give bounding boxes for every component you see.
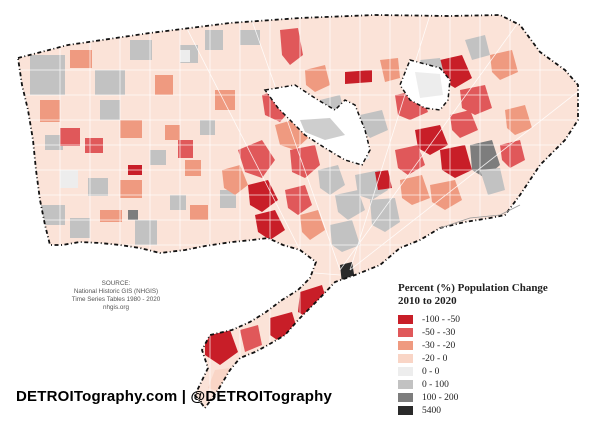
tract: [85, 138, 103, 153]
legend-item: 0 - 0: [398, 365, 588, 378]
tract: [370, 198, 400, 232]
map-legend: Percent (%) Population Change 2010 to 20…: [398, 282, 588, 417]
legend-swatch: [398, 328, 413, 337]
tract: [222, 165, 248, 195]
tract: [165, 125, 180, 140]
tract: [208, 368, 230, 392]
source-note: SOURCE: National Historic GIS (NHGIS) Ti…: [68, 280, 164, 312]
tract: [185, 160, 201, 176]
tract: [360, 110, 388, 138]
legend-label: -30 - -20: [422, 340, 456, 351]
tract: [305, 65, 330, 92]
tract: [135, 220, 157, 245]
tract: [180, 50, 190, 62]
legend-item: -100 - -50: [398, 313, 588, 326]
legend-item: 5400: [398, 404, 588, 417]
enclave-interior-tracts: [300, 72, 443, 140]
source-line: National Historic GIS (NHGIS): [73, 288, 159, 295]
tract: [205, 30, 223, 50]
legend-swatch: [398, 354, 413, 363]
tract: [178, 140, 193, 158]
tract: [345, 70, 372, 84]
tract: [238, 140, 275, 178]
tract: [205, 330, 238, 365]
tract: [45, 135, 63, 150]
tract: [120, 180, 142, 198]
tract: [240, 325, 262, 352]
legend-swatch: [398, 393, 413, 402]
tract: [280, 28, 303, 65]
tract: [128, 210, 138, 220]
legend-swatch: [398, 367, 413, 376]
tract: [215, 90, 235, 110]
legend-subtitle: 2010 to 2020: [398, 295, 457, 307]
tract: [330, 220, 360, 252]
tract: [60, 128, 80, 146]
tract: [335, 190, 365, 220]
legend-swatch: [398, 406, 413, 415]
tract: [375, 170, 392, 190]
tract: [470, 140, 500, 178]
legend-item: -50 - -30: [398, 326, 588, 339]
tract: [220, 190, 236, 208]
legend-swatch: [398, 315, 413, 324]
tract: [40, 100, 60, 122]
tract: [285, 185, 312, 215]
tract: [88, 178, 108, 196]
tract: [395, 145, 425, 175]
tract: [245, 245, 278, 275]
tract: [415, 125, 448, 155]
tract: [120, 120, 142, 138]
tract: [70, 50, 92, 68]
legend-item: 100 - 200: [398, 391, 588, 404]
legend-swatch: [398, 341, 413, 350]
tract: [490, 50, 518, 80]
tract: [130, 40, 152, 60]
tract: [190, 205, 208, 220]
legend-label: -20 - 0: [422, 353, 448, 364]
tract: [70, 218, 90, 238]
source-line: Time Series Tables 1980 - 2020: [71, 296, 161, 303]
legend-label: 100 - 200: [422, 392, 459, 403]
tract: [170, 195, 186, 210]
tract: [248, 180, 278, 212]
tract: [450, 110, 478, 138]
tract: [300, 210, 325, 240]
legend-label: -50 - -30: [422, 327, 456, 338]
legend-items: -100 - -50 -50 - -30 -30 - -20 -20 - 0 0…: [398, 313, 588, 417]
legend-item: -30 - -20: [398, 339, 588, 352]
legend-label: 0 - 0: [422, 366, 440, 377]
tract: [200, 120, 215, 135]
city-boundary: [16, 14, 579, 410]
tract: [100, 210, 122, 222]
tract: [480, 168, 505, 195]
tract: [60, 170, 78, 188]
credit-footer: DETROITography.com | @DETROITography: [16, 388, 333, 405]
legend-title: Percent (%) Population Change: [398, 282, 548, 294]
tract: [465, 35, 490, 60]
source-line: SOURCE:: [101, 280, 131, 287]
legend-item: -20 - 0: [398, 352, 588, 365]
tract: [215, 250, 245, 282]
source-line: nhgis.org: [103, 304, 129, 311]
riverfront-shoreline: [439, 204, 521, 229]
legend-label: -100 - -50: [422, 314, 460, 325]
tract: [150, 150, 166, 165]
legend-label: 0 - 100: [422, 379, 449, 390]
tract: [240, 30, 260, 45]
tract: [100, 100, 120, 120]
tract: [155, 75, 173, 95]
legend-item: 0 - 100: [398, 378, 588, 391]
tract: [400, 175, 430, 205]
legend-label: 5400: [422, 405, 441, 416]
tract: [500, 140, 525, 168]
tract: [318, 165, 345, 195]
tract: [95, 70, 125, 95]
legend-swatch: [398, 380, 413, 389]
tract: [30, 55, 65, 95]
